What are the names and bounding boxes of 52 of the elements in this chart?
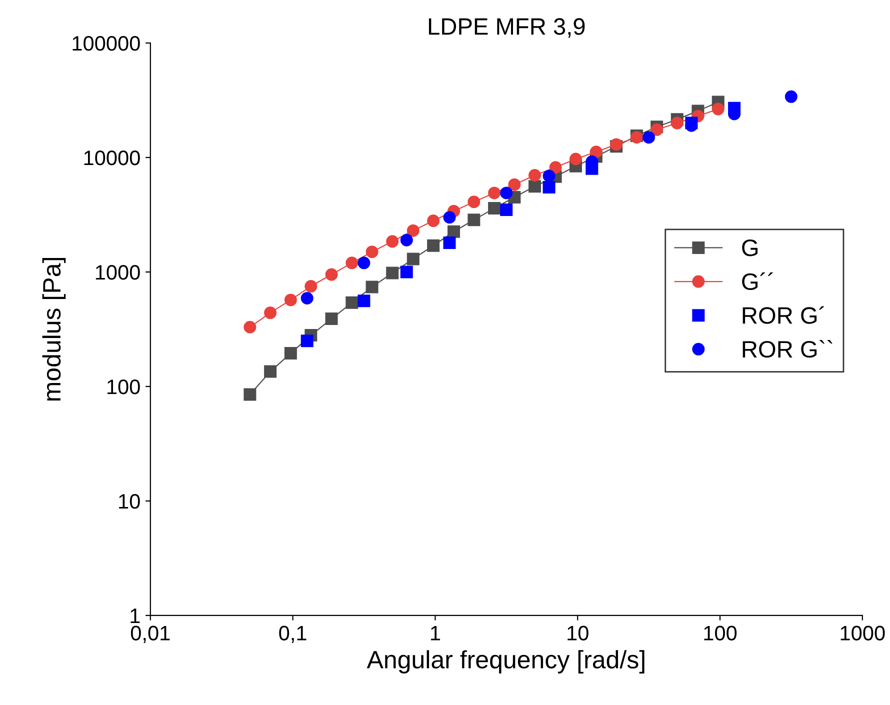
point	[284, 294, 297, 306]
y-axis-title: modulus [Pa]	[42, 258, 66, 401]
point	[569, 152, 582, 166]
x-tick-label: 1000	[840, 626, 885, 640]
y-tick-label: 10000	[84, 150, 140, 166]
y-tick-label: 100000	[72, 36, 140, 51]
point	[650, 123, 664, 136]
x-axis-title: Angular frequency [rad/s]	[366, 650, 644, 674]
point	[427, 239, 440, 252]
y-tick-label: 10	[119, 494, 140, 509]
x-tick-label: 1	[431, 626, 440, 640]
point	[346, 296, 358, 309]
point	[670, 116, 684, 130]
point	[264, 306, 277, 320]
point	[264, 365, 277, 378]
x-tick-label: 10	[568, 626, 588, 640]
x-tick-label: 100	[704, 626, 737, 640]
point	[346, 256, 358, 270]
legend-label: G´´	[742, 272, 773, 290]
point	[244, 320, 256, 334]
point	[304, 280, 318, 293]
y-tick-label: 100	[108, 379, 140, 394]
point	[468, 214, 480, 226]
point	[386, 235, 399, 248]
point	[325, 268, 338, 281]
point	[488, 186, 501, 200]
point	[284, 347, 297, 360]
legend-label: G	[742, 240, 758, 256]
point	[386, 266, 399, 280]
chart-title: LDPE MFR 3,9	[428, 18, 585, 38]
point	[244, 388, 256, 401]
x-tick-label: 0,01	[130, 626, 170, 643]
point	[528, 168, 541, 182]
legend-label: ROR G´	[742, 306, 824, 324]
point	[508, 178, 521, 191]
point	[406, 252, 420, 266]
point	[406, 224, 420, 237]
point	[712, 102, 724, 116]
point	[549, 161, 562, 174]
point	[528, 180, 541, 193]
point	[366, 246, 378, 258]
legend-label: ROR G``	[742, 340, 832, 358]
x-tick-label: 0,1	[279, 626, 306, 643]
point	[590, 146, 602, 158]
point	[366, 280, 378, 294]
y-tick-label: 1	[130, 608, 140, 624]
point	[448, 225, 460, 238]
point	[488, 202, 501, 215]
point	[468, 196, 480, 208]
point	[427, 214, 440, 228]
point	[325, 312, 338, 326]
y-tick-label: 1000	[96, 264, 140, 280]
